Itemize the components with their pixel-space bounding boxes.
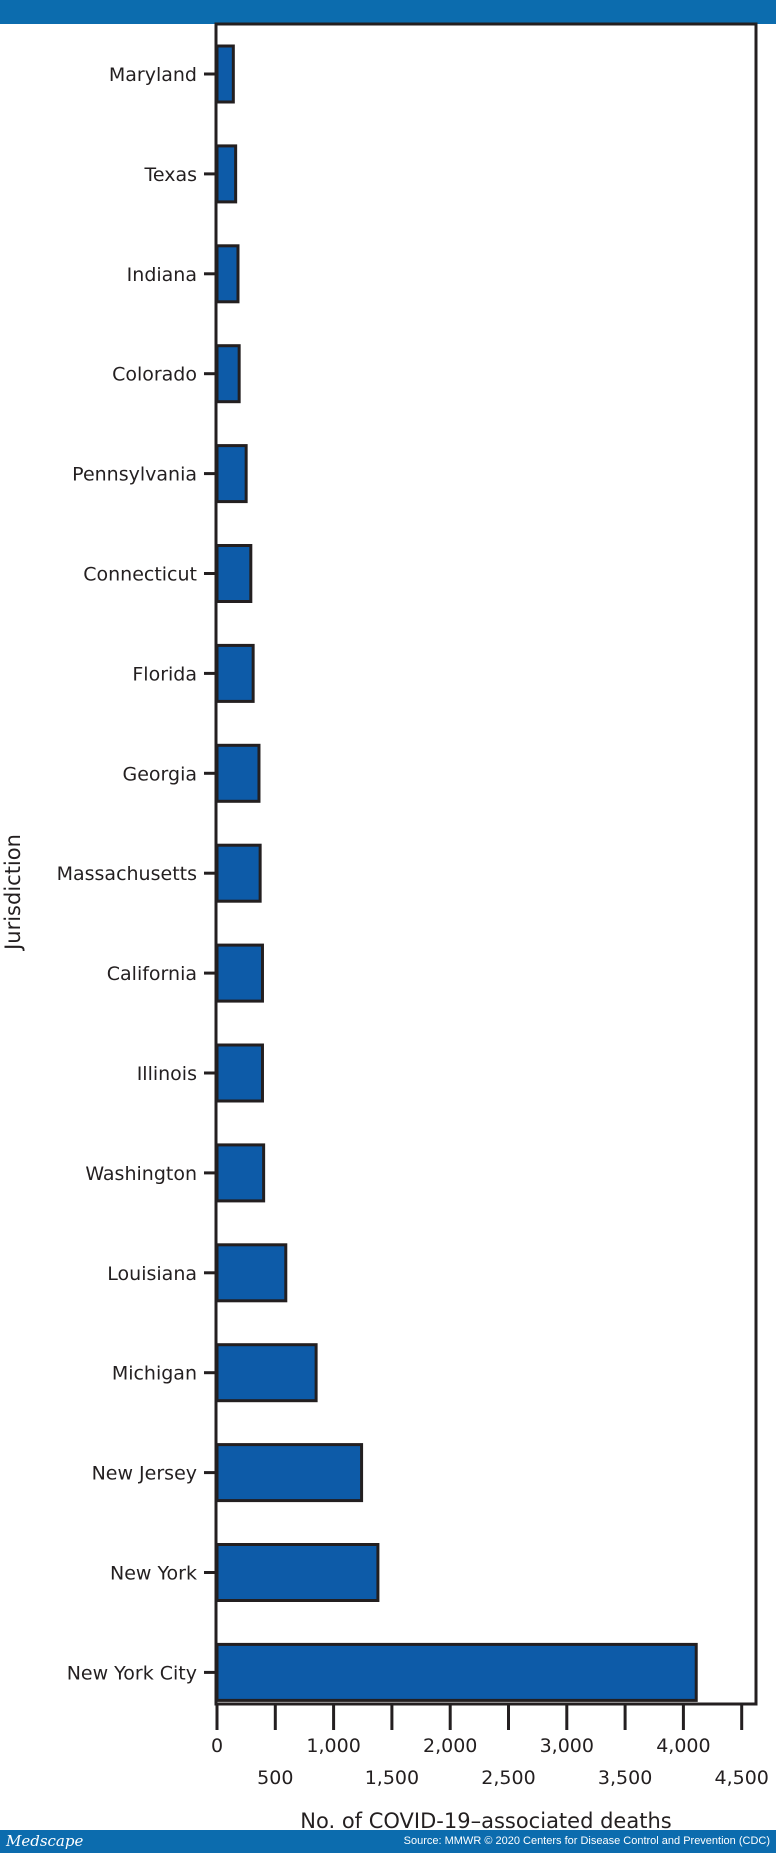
bar	[215, 444, 248, 504]
x-tick-label: 1,500	[365, 1767, 419, 1789]
bar	[215, 843, 262, 903]
category-label: Illinois	[137, 1063, 197, 1085]
bar	[215, 1243, 288, 1303]
category-label: Louisiana	[107, 1263, 197, 1285]
category-label: Florida	[132, 663, 197, 685]
x-tick-label: 1,000	[306, 1735, 360, 1757]
category-label: New York City	[67, 1662, 197, 1684]
x-tick-label: 0	[211, 1735, 223, 1757]
bars-group	[215, 44, 698, 1702]
category-labels-group: Maryland Texas Indiana Colorado Pennsylvania…	[57, 64, 197, 1684]
bar	[215, 1443, 364, 1503]
category-label: Massachusetts	[57, 863, 197, 885]
category-label: Indiana	[127, 264, 197, 286]
footer-bar: Medscape Source: MMWR © 2020 Centers for…	[0, 1830, 776, 1853]
bar	[215, 44, 235, 104]
plot-frame	[214, 22, 758, 1706]
bar	[215, 544, 253, 603]
bar	[215, 1043, 264, 1103]
bar	[215, 1543, 380, 1602]
category-label: Colorado	[112, 364, 197, 386]
x-tick-label: 4,500	[714, 1767, 768, 1789]
x-tick-label: 3,500	[598, 1767, 652, 1789]
x-tick-label: 500	[257, 1767, 293, 1789]
bar	[215, 943, 264, 1003]
bar	[215, 743, 261, 803]
category-label: Washington	[85, 1163, 197, 1185]
x-tick-labels-group: 0 500 1,0001,5002,0002,5003,0003,5004,0004…	[211, 1735, 769, 1789]
category-label: Pennsylvania	[72, 464, 197, 486]
x-tick-label: 2,500	[481, 1767, 535, 1789]
category-label: New Jersey	[92, 1463, 197, 1485]
bar	[215, 643, 255, 703]
x-tick-label: 4,000	[656, 1735, 710, 1757]
bar	[215, 344, 241, 404]
category-label: California	[107, 963, 197, 985]
bar	[215, 244, 240, 304]
category-label: Maryland	[109, 64, 197, 86]
x-tick-label: 3,000	[540, 1735, 594, 1757]
header-bar	[0, 0, 776, 24]
category-ticks-group	[204, 72, 216, 1674]
category-label: New York	[110, 1563, 197, 1585]
x-axis-title: No. of COVID-19–associated deaths	[300, 1809, 671, 1833]
category-label: Connecticut	[83, 564, 197, 586]
bar	[215, 1343, 318, 1403]
x-ticks-group	[215, 1704, 744, 1730]
medscape-logo: Medscape	[6, 1832, 84, 1850]
category-label: Texas	[143, 164, 197, 186]
bar	[215, 1143, 266, 1203]
source-text: Source: MMWR © 2020 Centers for Disease …	[403, 1835, 770, 1847]
bar	[215, 144, 238, 204]
x-tick-label: 2,000	[423, 1735, 477, 1757]
category-label: Georgia	[123, 763, 198, 785]
bar	[215, 1642, 698, 1702]
y-axis-title: Jurisdiction	[1, 834, 25, 952]
category-label: Michigan	[112, 1363, 197, 1385]
